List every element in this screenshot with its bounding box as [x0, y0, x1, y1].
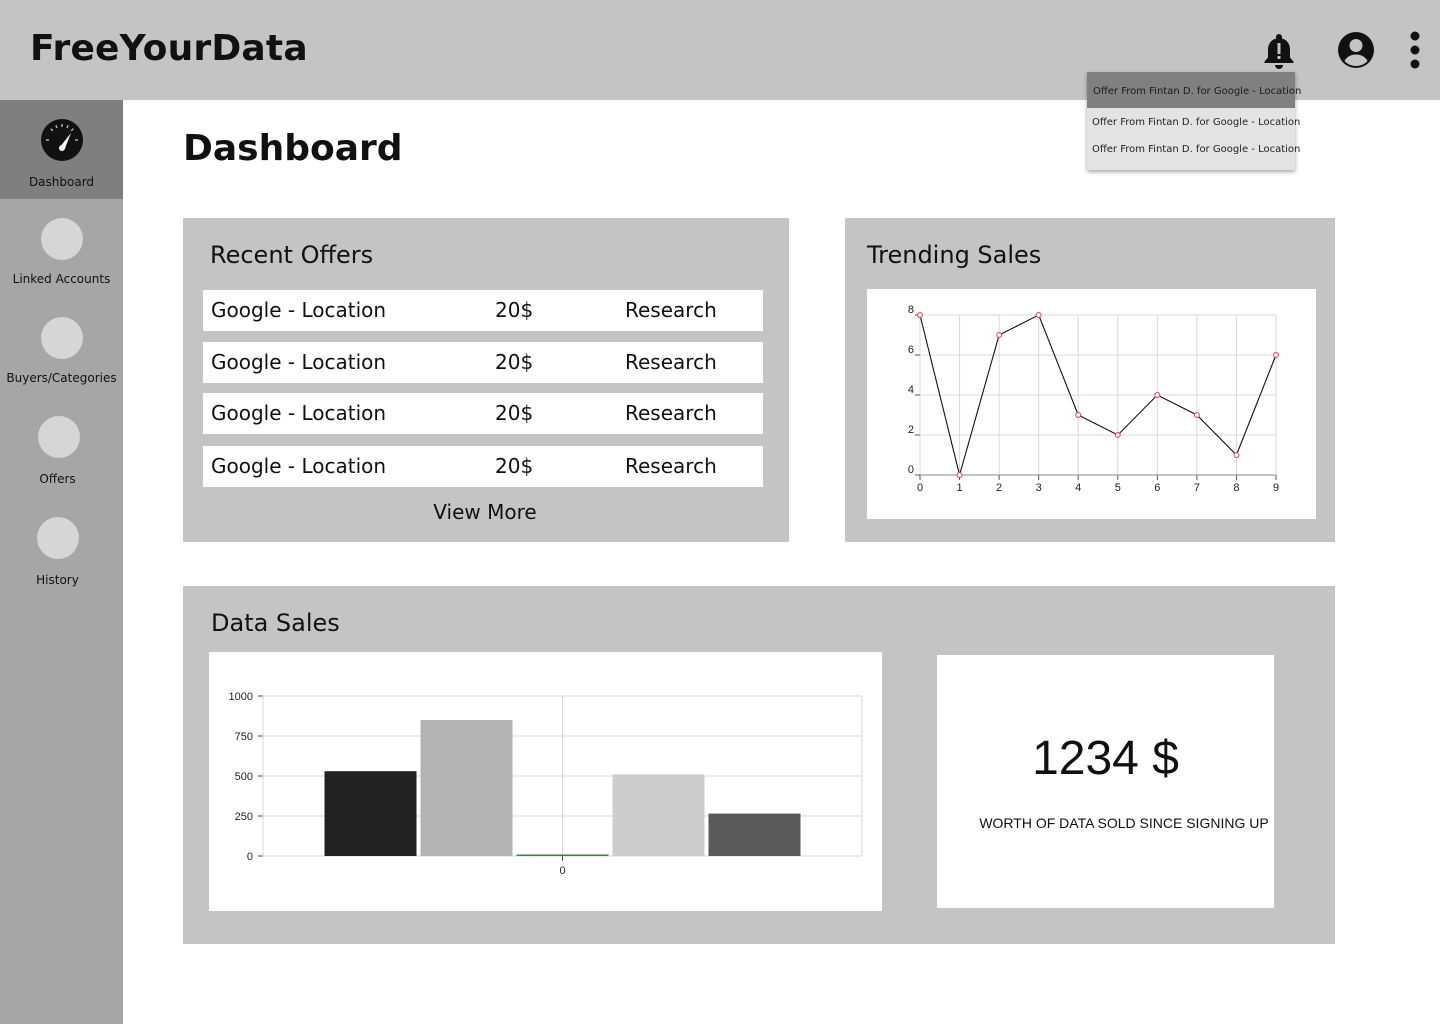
account-circle-icon[interactable]: [1336, 31, 1376, 71]
sidebar-item-label: Linked Accounts: [12, 272, 111, 286]
data-point: [1154, 392, 1161, 398]
placeholder-circle-icon: [41, 218, 83, 260]
page-title: Dashboard: [183, 128, 403, 169]
offer-buyer: Research: [625, 401, 717, 425]
y-tick-label: 6: [908, 344, 914, 356]
sidebar-item-label: History: [36, 573, 79, 587]
speedometer-icon: [41, 119, 83, 161]
sidebar-item-label: Offers: [39, 472, 76, 486]
offer-buyer: Research: [625, 298, 717, 322]
offer-source: Google - Location: [211, 350, 387, 374]
notification-item[interactable]: Offer From Fintan D. for Google - Locati…: [1092, 144, 1301, 155]
notification-item[interactable]: Offer From Fintan D. for Google - Locati…: [1087, 72, 1301, 108]
recent-offers-card: Recent Offers Google - Location 20$ Rese…: [183, 218, 789, 542]
notification-item[interactable]: Offer From Fintan D. for Google - Locati…: [1092, 117, 1301, 128]
offer-price: 20$: [495, 298, 534, 322]
y-tick-label: 8: [908, 304, 914, 316]
total-sold-amount: 1234 $: [1032, 732, 1179, 785]
trending-sales-card: Trending Sales 0 1 2 3 4 5 6 7 8 9 0 2 4 6 8: [845, 218, 1335, 542]
trending-sales-chart: 0 1 2 3 4 5 6 7 8 9 0 2 4 6 8: [867, 289, 1316, 519]
bar: [420, 720, 513, 856]
y-tick-label: 2: [908, 424, 914, 436]
placeholder-circle-icon: [37, 517, 79, 559]
data-point: [1075, 412, 1082, 418]
bell-alert-icon[interactable]: [1259, 31, 1299, 71]
bar: [708, 813, 801, 856]
data-sales-title: Data Sales: [211, 609, 340, 637]
data-point: [1273, 352, 1279, 358]
x-tick-label: 4: [1075, 482, 1081, 494]
y-tick-label: 250: [235, 811, 253, 823]
more-vertical-icon[interactable]: [1405, 31, 1425, 71]
y-tick-label: 0: [908, 464, 914, 476]
total-sold-caption: WORTH OF DATA SOLD SINCE SIGNING UP: [979, 815, 1269, 831]
data-sales-card: Data Sales 0 250 500 750 1000 0 1234 $ WORTH …: [183, 586, 1335, 944]
offer-price: 20$: [495, 350, 534, 374]
top-bar: FreeYourData: [0, 0, 1440, 100]
offer-row[interactable]: Google - Location 20$ Research: [203, 290, 763, 331]
x-tick-label: 8: [1233, 482, 1239, 494]
data-point: [996, 332, 1003, 338]
offer-source: Google - Location: [211, 401, 387, 425]
x-tick-label: 3: [1036, 482, 1042, 494]
x-tick-label: 6: [1154, 482, 1160, 494]
placeholder-circle-icon: [41, 317, 83, 359]
offer-buyer: Research: [625, 454, 717, 478]
y-tick-label: 1000: [229, 691, 253, 703]
bar: [612, 774, 705, 856]
data-point: [956, 472, 963, 478]
sidebar-item-linked-accounts[interactable]: Linked Accounts: [0, 218, 123, 298]
offer-row[interactable]: Google - Location 20$ Research: [203, 342, 763, 383]
offer-source: Google - Location: [211, 298, 387, 322]
x-tick-label: 0: [917, 482, 923, 494]
y-tick-label: 500: [235, 771, 253, 783]
data-sales-chart: 0 250 500 750 1000 0: [209, 652, 882, 911]
x-tick-label: 2: [996, 482, 1002, 494]
total-sold-box: 1234 $ WORTH OF DATA SOLD SINCE SIGNING …: [937, 655, 1274, 908]
data-point: [1035, 312, 1042, 318]
recent-offers-title: Recent Offers: [210, 241, 374, 269]
offer-row[interactable]: Google - Location 20$ Research: [203, 393, 763, 434]
sidebar-item-label: Buyers/Categories: [6, 371, 117, 385]
x-tick-label: 5: [1115, 482, 1121, 494]
offer-source: Google - Location: [211, 454, 387, 478]
view-more-link[interactable]: View More: [433, 500, 537, 524]
sidebar-item-offers[interactable]: Offers: [0, 416, 123, 496]
x-tick-label: 9: [1273, 482, 1279, 494]
bar: [324, 771, 417, 856]
x-tick-label: 1: [956, 482, 962, 494]
sidebar-item-label: Dashboard: [28, 175, 95, 189]
placeholder-circle-icon: [38, 416, 80, 458]
notifications-dropdown: Offer From Fintan D. for Google - Locati…: [1087, 72, 1301, 170]
offer-row[interactable]: Google - Location 20$ Research: [203, 446, 763, 487]
y-tick-label: 0: [247, 851, 253, 863]
sidebar-item-history[interactable]: History: [0, 517, 123, 597]
y-tick-label: 750: [235, 731, 253, 743]
data-point: [1233, 452, 1240, 458]
trending-sales-title: Trending Sales: [867, 241, 1042, 269]
data-point: [1193, 412, 1200, 418]
x-tick-label: 0: [559, 865, 565, 877]
app-title: FreeYourData: [30, 28, 308, 69]
sidebar-item-dashboard[interactable]: Dashboard: [0, 100, 123, 199]
data-point: [1114, 432, 1121, 438]
offer-price: 20$: [495, 454, 534, 478]
sidebar-item-buyers-categories[interactable]: Buyers/Categories: [0, 317, 123, 397]
offer-price: 20$: [495, 401, 534, 425]
sidebar: Dashboard Linked Accounts Buyers/Categor…: [0, 100, 123, 1024]
bar: [516, 854, 609, 856]
data-point: [917, 312, 923, 318]
series-line: [919, 314, 1277, 478]
y-tick-label: 4: [908, 384, 914, 396]
x-tick-label: 7: [1194, 482, 1200, 494]
offer-buyer: Research: [625, 350, 717, 374]
